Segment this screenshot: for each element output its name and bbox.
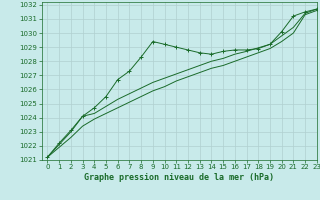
X-axis label: Graphe pression niveau de la mer (hPa): Graphe pression niveau de la mer (hPa) xyxy=(84,173,274,182)
